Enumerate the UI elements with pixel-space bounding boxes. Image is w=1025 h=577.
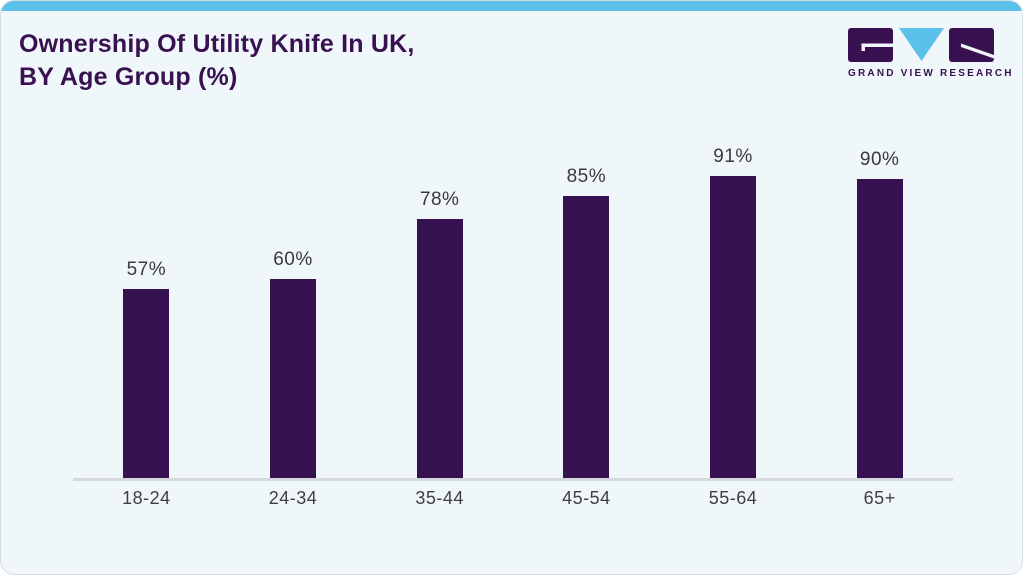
x-axis-tick-label: 18-24 <box>122 488 171 508</box>
page-title-line2: BY Age Group (%) <box>19 63 238 91</box>
x-axis-tick-label: 65+ <box>863 488 896 508</box>
bar <box>123 289 170 478</box>
bar-column: 57% <box>73 146 220 478</box>
bar <box>416 219 463 478</box>
bar-value-label: 85% <box>566 166 607 187</box>
logo-g-icon <box>848 28 893 62</box>
bar <box>563 196 610 478</box>
x-axis-tick-label: 24-34 <box>268 488 318 508</box>
bar-column: 85% <box>513 146 660 478</box>
page-title-line1: Ownership Of Utility Knife In UK, <box>19 30 415 58</box>
bar <box>710 176 757 478</box>
top-accent-strip <box>1 1 1022 11</box>
page-title: Ownership Of Utility Knife In UK, BY Age… <box>19 28 415 94</box>
x-axis-tick-label: 45-54 <box>562 488 611 508</box>
bar-column: 60% <box>220 146 367 478</box>
logo-r-icon <box>949 28 994 62</box>
x-axis-tick-label: 35-44 <box>415 488 464 508</box>
bar-value-label: 78% <box>419 189 460 210</box>
bar <box>856 179 903 478</box>
bar-chart: 57% 60% 78% 85% 91% 90% 18-24 24-34 35-44 45-54 5… <box>73 146 953 509</box>
logo-text: GRAND VIEW RESEARCH <box>848 68 1014 79</box>
bar <box>270 279 316 478</box>
bar-column: 91% <box>660 146 807 478</box>
logo-v-icon <box>898 28 944 61</box>
bar-value-label: 57% <box>126 259 167 280</box>
x-axis-tick-label: 55-64 <box>708 488 758 508</box>
bar-column: 78% <box>366 146 513 478</box>
bar-value-label: 90% <box>859 149 900 170</box>
x-axis-labels: 18-24 24-34 35-44 45-54 55-64 65+ <box>73 488 953 509</box>
bar-value-label: 91% <box>713 146 753 167</box>
bar-value-label: 60% <box>273 249 313 270</box>
plot-area: 57% 60% 78% 85% 91% 90% <box>73 146 953 481</box>
bar-column: 90% <box>806 146 953 478</box>
logo-marks <box>848 28 994 62</box>
grand-view-research-logo: GRAND VIEW RESEARCH <box>848 28 1014 79</box>
